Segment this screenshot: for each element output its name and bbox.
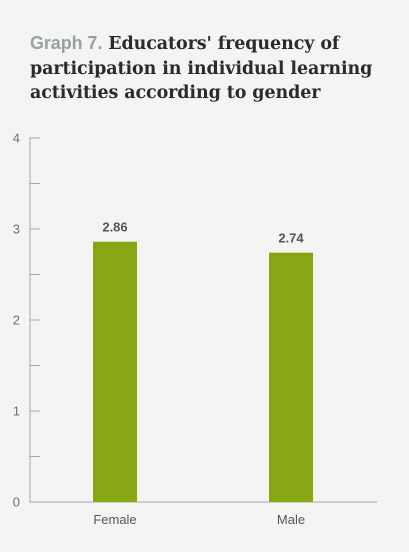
chart-title: Graph 7. Educators' frequency of partici… xyxy=(30,31,390,106)
data-label-female: 2.86 xyxy=(102,220,127,235)
chart-labels: 0 1 2 3 4 2.86 Female 2.74 Male xyxy=(13,131,305,528)
bar-male xyxy=(269,252,313,502)
y-tick-label: 2 xyxy=(13,313,20,328)
chart-title-text: Educators' frequency of participation in… xyxy=(30,34,373,103)
category-label-female: Female xyxy=(93,512,136,527)
y-tick-label: 1 xyxy=(13,404,20,419)
y-tick-label: 0 xyxy=(13,495,20,510)
data-label-male: 2.74 xyxy=(278,231,304,246)
bar-female xyxy=(93,241,137,503)
chart-axes xyxy=(29,137,377,503)
y-tick-label: 3 xyxy=(13,222,20,237)
chart-bars xyxy=(93,241,313,503)
category-label-male: Male xyxy=(277,512,305,527)
y-tick-label: 4 xyxy=(13,131,20,146)
chart-title-prefix: Graph 7. xyxy=(30,33,103,53)
